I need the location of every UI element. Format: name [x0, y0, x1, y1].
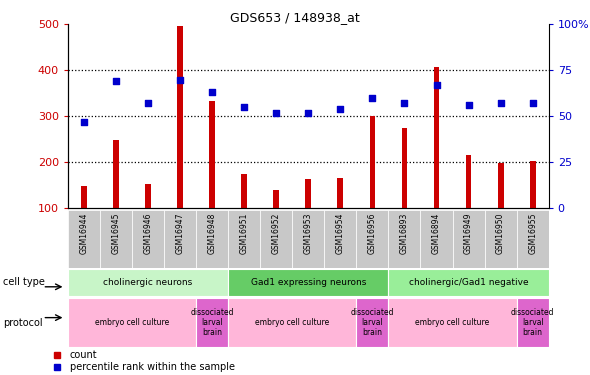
Bar	[453, 210, 484, 268]
Text: Gad1 expressing neurons: Gad1 expressing neurons	[251, 278, 366, 287]
Bar	[388, 298, 517, 347]
Bar	[337, 178, 343, 254]
Bar	[68, 298, 196, 347]
Bar	[113, 140, 119, 254]
Bar	[177, 26, 183, 254]
Text: GSM16956: GSM16956	[368, 213, 377, 254]
Bar	[484, 210, 517, 268]
Text: protocol: protocol	[3, 318, 42, 327]
Text: GDS653 / 148938_at: GDS653 / 148938_at	[230, 11, 360, 24]
Text: cholinergic/Gad1 negative: cholinergic/Gad1 negative	[409, 278, 529, 287]
Bar	[145, 184, 151, 254]
Text: GSM16949: GSM16949	[464, 213, 473, 254]
Bar	[196, 210, 228, 268]
Text: GSM16952: GSM16952	[272, 213, 281, 254]
Point	[368, 95, 377, 101]
Point	[240, 104, 249, 110]
Point	[303, 110, 313, 116]
Text: GSM16950: GSM16950	[496, 213, 505, 254]
Point	[432, 82, 441, 88]
Bar	[530, 161, 536, 254]
Bar	[228, 298, 356, 347]
Text: GSM16954: GSM16954	[336, 213, 345, 254]
Bar	[434, 67, 440, 254]
Bar	[292, 210, 325, 268]
Bar	[100, 210, 132, 268]
Bar	[356, 210, 388, 268]
Bar	[498, 163, 503, 254]
Bar	[402, 128, 407, 254]
Point	[399, 100, 409, 106]
Bar	[356, 298, 388, 347]
Text: percentile rank within the sample: percentile rank within the sample	[70, 362, 235, 372]
Bar	[81, 186, 87, 254]
Text: GSM16945: GSM16945	[112, 213, 120, 254]
Bar	[388, 210, 421, 268]
Bar	[209, 101, 215, 254]
Bar	[517, 298, 549, 347]
Text: GSM16947: GSM16947	[176, 213, 185, 254]
Bar	[228, 210, 260, 268]
Text: dissociated
larval
brain: dissociated larval brain	[350, 308, 394, 338]
Bar	[132, 210, 164, 268]
Point	[528, 100, 537, 106]
Bar	[517, 210, 549, 268]
Point	[143, 100, 153, 106]
Text: embryo cell culture: embryo cell culture	[415, 318, 490, 327]
Text: GSM16948: GSM16948	[208, 213, 217, 254]
Bar	[260, 210, 292, 268]
Text: GSM16946: GSM16946	[143, 213, 152, 254]
Bar	[68, 269, 228, 296]
Text: cholinergic neurons: cholinergic neurons	[103, 278, 192, 287]
Text: dissociated
larval
brain: dissociated larval brain	[511, 308, 555, 338]
Text: GSM16893: GSM16893	[400, 213, 409, 254]
Text: embryo cell culture: embryo cell culture	[255, 318, 329, 327]
Text: GSM16955: GSM16955	[528, 213, 537, 254]
Text: embryo cell culture: embryo cell culture	[95, 318, 169, 327]
Text: cell type: cell type	[3, 278, 45, 287]
Bar	[324, 210, 356, 268]
Point	[496, 100, 505, 106]
Text: dissociated
larval
brain: dissociated larval brain	[191, 308, 234, 338]
Bar	[228, 269, 388, 296]
Text: GSM16944: GSM16944	[80, 213, 88, 254]
Bar	[164, 210, 196, 268]
Text: GSM16951: GSM16951	[240, 213, 248, 254]
Point	[336, 106, 345, 112]
Text: GSM16894: GSM16894	[432, 213, 441, 254]
Text: count: count	[70, 350, 97, 360]
Point	[271, 110, 281, 116]
Point	[464, 102, 473, 108]
Bar	[388, 269, 549, 296]
Bar	[68, 210, 100, 268]
Point	[111, 78, 120, 84]
Point	[207, 89, 217, 95]
Bar	[466, 155, 471, 254]
Bar	[273, 190, 279, 254]
Text: GSM16953: GSM16953	[304, 213, 313, 254]
Bar	[369, 116, 375, 254]
Bar	[196, 298, 228, 347]
Point	[79, 119, 88, 125]
Bar	[241, 174, 247, 254]
Point	[175, 76, 185, 82]
Bar	[306, 179, 311, 254]
Bar	[421, 210, 453, 268]
